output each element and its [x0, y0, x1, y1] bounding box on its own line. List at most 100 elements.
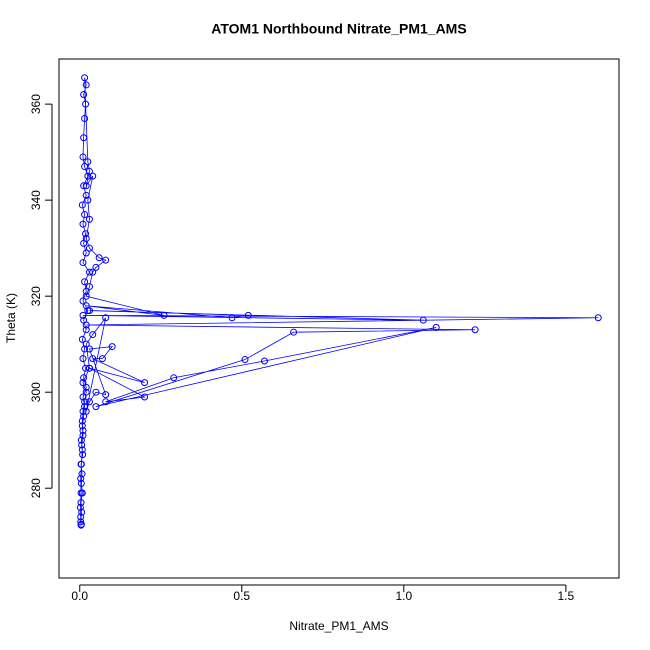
x-tick-label: 0.0 — [71, 589, 88, 603]
data-point — [102, 391, 110, 399]
data-point — [85, 215, 93, 223]
data-point — [79, 311, 87, 319]
data-point — [78, 417, 86, 425]
data-point — [419, 316, 427, 324]
y-tick-label: 280 — [29, 478, 43, 498]
data-point — [81, 345, 89, 353]
data-point — [81, 278, 89, 286]
data-point — [85, 364, 93, 372]
plot-frame — [58, 58, 620, 579]
chart-title: ATOM1 Northbound Nitrate_PM1_AMS — [211, 21, 466, 37]
data-point — [85, 167, 93, 175]
data-point — [102, 256, 110, 264]
data-point — [78, 201, 86, 209]
data-point — [85, 345, 93, 353]
data-point — [89, 268, 97, 276]
data-point — [82, 407, 90, 415]
data-point — [77, 518, 85, 526]
data-point — [77, 479, 85, 487]
data-point — [80, 374, 88, 382]
data-point — [81, 211, 89, 219]
data-point — [78, 335, 86, 343]
data-point — [594, 314, 602, 322]
data-point — [141, 393, 149, 401]
data-point — [80, 134, 88, 142]
data-point — [82, 383, 90, 391]
data-point — [82, 364, 90, 372]
data-point — [79, 427, 87, 435]
data-point — [89, 172, 97, 180]
data-point — [85, 268, 93, 276]
x-axis-label: Nitrate_PM1_AMS — [289, 619, 388, 633]
data-point — [82, 340, 90, 348]
data-point — [102, 314, 110, 322]
data-point — [82, 388, 90, 396]
data-point — [95, 254, 103, 262]
data-point — [92, 388, 100, 396]
data-point — [79, 220, 87, 228]
data-point — [82, 249, 90, 257]
data-point — [102, 398, 110, 406]
y-axis-label: Theta (K) — [4, 293, 18, 343]
data-point — [141, 379, 149, 387]
data-point — [78, 508, 86, 516]
data-point — [82, 302, 90, 310]
data-point — [79, 393, 87, 401]
data-point — [241, 356, 249, 364]
data-point — [160, 311, 168, 319]
data-point — [85, 244, 93, 252]
data-point — [108, 343, 116, 351]
data-point — [82, 326, 90, 334]
data-point — [82, 191, 90, 199]
data-point — [92, 263, 100, 271]
data-point — [84, 196, 92, 204]
y-tick-label: 300 — [29, 382, 43, 402]
y-tick-label: 360 — [29, 94, 43, 114]
data-point — [82, 100, 90, 108]
data-point — [79, 407, 87, 415]
data-point — [82, 321, 90, 329]
data-point — [78, 441, 86, 449]
data-point — [244, 311, 252, 319]
data-point — [92, 403, 100, 411]
data-point — [77, 436, 85, 444]
y-tick-label: 340 — [29, 190, 43, 210]
data-point — [79, 153, 87, 161]
data-point — [79, 297, 87, 305]
data-point — [260, 357, 268, 365]
data-point — [84, 172, 92, 180]
data-point — [77, 521, 85, 529]
data-point — [290, 328, 298, 336]
data-point — [77, 499, 85, 507]
data-point — [78, 446, 86, 454]
data-line — [79, 77, 599, 526]
data-point — [79, 355, 87, 363]
data-point — [82, 230, 90, 238]
data-point — [79, 379, 87, 387]
data-point — [170, 374, 178, 382]
data-point — [89, 355, 97, 363]
data-point — [79, 451, 87, 459]
data-point — [80, 91, 88, 99]
data-point — [77, 475, 85, 483]
data-point — [81, 403, 89, 411]
data-point — [77, 513, 85, 521]
x-tick-label: 1.0 — [395, 589, 412, 603]
x-tick-label: 0.5 — [233, 589, 250, 603]
data-point — [79, 431, 87, 439]
data-point — [82, 81, 90, 89]
data-point — [81, 115, 89, 123]
data-point — [82, 287, 90, 295]
data-point — [82, 182, 90, 190]
data-point — [81, 398, 89, 406]
data-point — [228, 314, 236, 322]
data-point — [82, 292, 90, 300]
data-point — [77, 489, 85, 497]
data-point — [85, 283, 93, 291]
data-point — [81, 163, 89, 171]
data-point — [85, 307, 93, 315]
data-point — [76, 503, 84, 511]
data-point — [79, 259, 87, 267]
data-point — [84, 158, 92, 166]
